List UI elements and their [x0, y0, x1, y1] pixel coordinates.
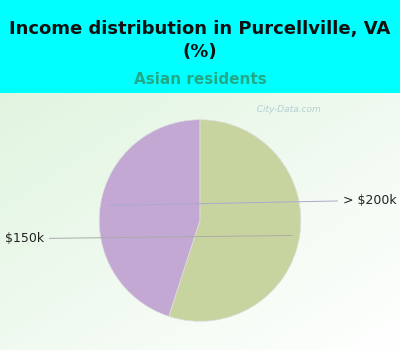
Text: City-Data.com: City-Data.com: [251, 105, 321, 114]
Text: $150k: $150k: [5, 232, 292, 245]
Wedge shape: [169, 120, 301, 321]
Text: Income distribution in Purcellville, VA
(%): Income distribution in Purcellville, VA …: [9, 20, 391, 61]
Wedge shape: [99, 120, 200, 316]
Text: > $200k: > $200k: [108, 194, 397, 207]
Text: Asian residents: Asian residents: [134, 72, 266, 87]
